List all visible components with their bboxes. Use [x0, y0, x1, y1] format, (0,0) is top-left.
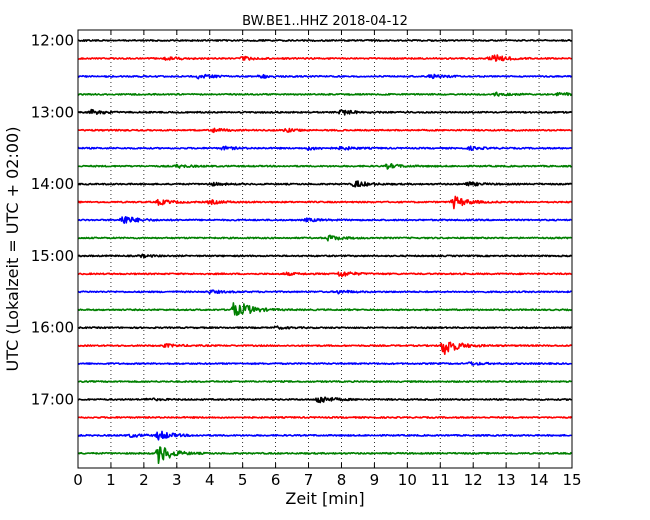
- trace-1330: [77, 145, 572, 151]
- trace-1315: [77, 127, 572, 134]
- trace-1515: [77, 271, 572, 278]
- x-tick-label: 15: [562, 471, 581, 489]
- trace-1245: [77, 91, 573, 97]
- trace-1700: [77, 396, 572, 404]
- x-tick-label: 12: [464, 471, 483, 489]
- trace-1630: [77, 361, 572, 366]
- x-tick-label: 13: [497, 471, 516, 489]
- trace-1730: [77, 430, 572, 441]
- chart-title: BW.BE1..HHZ 2018-04-12: [242, 14, 408, 29]
- y-tick-label: 15:00: [31, 247, 74, 265]
- y-tick-label: 17:00: [31, 391, 74, 409]
- x-tick-label: 9: [370, 471, 380, 489]
- trace-1530: [77, 289, 572, 295]
- trace-1445: [77, 234, 573, 242]
- x-tick-label: 8: [337, 471, 347, 489]
- trace-1600: [77, 325, 572, 330]
- y-tick-label: 16:00: [31, 319, 74, 337]
- trace-1545: [77, 302, 573, 317]
- trace-1500: [77, 253, 573, 259]
- y-axis-ticks: 12:00 13:00 14:00 15:00 16:00 17:00: [31, 32, 572, 409]
- x-tick-label: 14: [530, 471, 549, 489]
- x-tick-label: 7: [304, 471, 314, 489]
- trace-1300: [77, 108, 572, 116]
- y-tick-label: 13:00: [31, 103, 74, 121]
- y-tick-label: 14:00: [31, 175, 74, 193]
- y-axis-label: UTC (Lokalzeit = UTC + 02:00): [3, 127, 22, 372]
- x-tick-label: 5: [238, 471, 248, 489]
- trace-1200: [77, 39, 572, 42]
- trace-1400: [77, 180, 572, 188]
- x-tick-label: 2: [139, 471, 149, 489]
- x-axis-ticks: 0 1 2 3 4 5 6 7 8 9 10 11 12 13 14 15: [73, 30, 582, 489]
- plot-frame: [77, 29, 573, 469]
- x-tick-label: 3: [172, 471, 182, 489]
- x-tick-label: 4: [205, 471, 215, 489]
- traces: [77, 39, 573, 465]
- trace-1745: [77, 446, 573, 465]
- x-axis-label: Zeit [min]: [285, 489, 364, 508]
- trace-1345: [77, 163, 573, 170]
- x-tick-label: 6: [271, 471, 281, 489]
- y-tick-label: 12:00: [31, 32, 74, 50]
- trace-1715: [77, 415, 573, 419]
- x-tick-label: 10: [398, 471, 417, 489]
- trace-1615: [77, 341, 573, 355]
- x-tick-label: 0: [73, 471, 83, 489]
- trace-1645: [77, 380, 572, 384]
- trace-1430: [77, 216, 572, 224]
- trace-1215: [77, 54, 573, 62]
- trace-1230: [77, 73, 573, 80]
- x-tick-label: 1: [106, 471, 116, 489]
- x-tick-label: 11: [431, 471, 450, 489]
- trace-1415: [77, 195, 573, 210]
